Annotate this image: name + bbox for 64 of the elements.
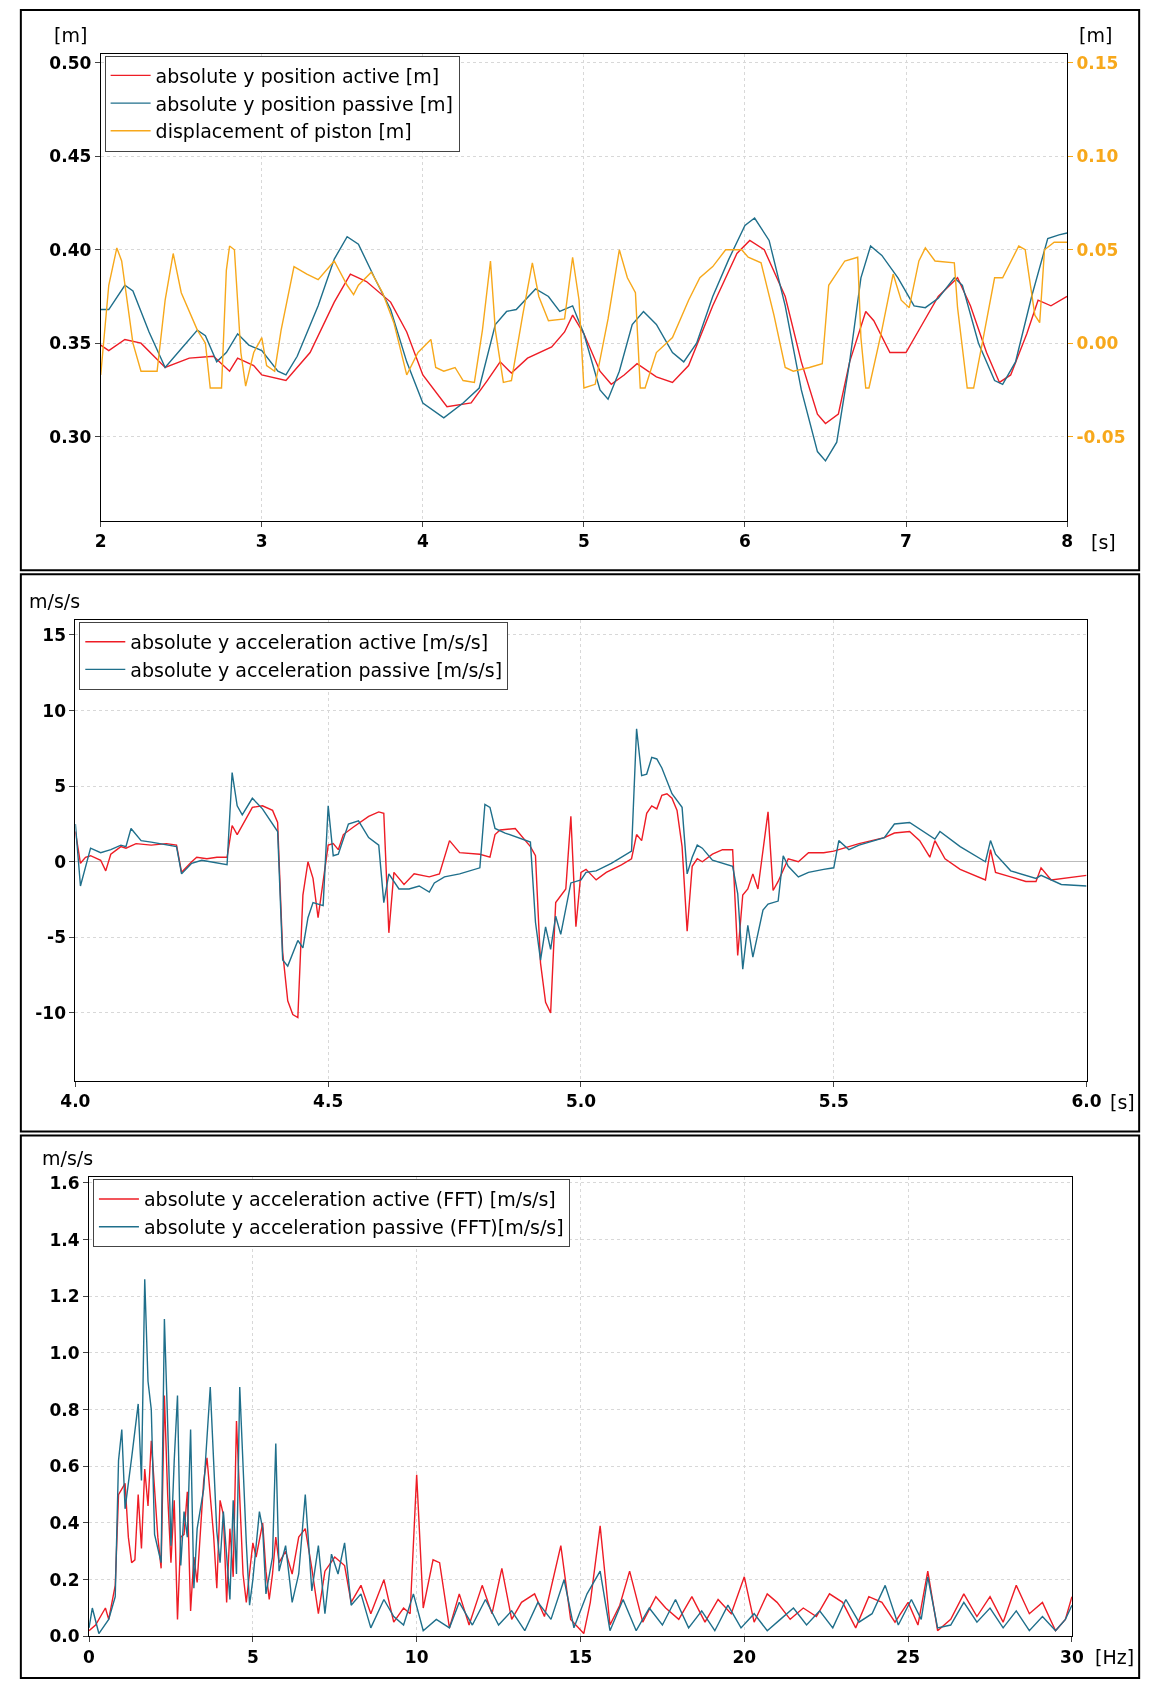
x-tick-label: 4.5	[313, 1091, 344, 1112]
y-tick-label: 5	[54, 776, 66, 797]
line-series	[100, 241, 1068, 389]
y-tick-label: 1.4	[49, 1229, 80, 1250]
x-tick-label: 5.0	[565, 1091, 597, 1112]
legend-label: absolute y acceleration active [m/s/s]	[130, 631, 489, 654]
y-tick-label: 0.0	[49, 1626, 80, 1647]
x-tick-label: 6.0	[1071, 1091, 1102, 1112]
y-tick-label: 1.6	[49, 1172, 80, 1193]
y2-tick-label: 0.15	[1076, 52, 1119, 73]
y-tick-label: 0	[54, 851, 67, 872]
y-tick-label: 0.4	[49, 1512, 80, 1533]
x-tick-label: 15	[568, 1646, 593, 1667]
x-axis-title: [Hz]	[1095, 1646, 1135, 1668]
y-tick-label: 0.45	[49, 146, 92, 167]
y-tick-label: 0.50	[49, 52, 92, 73]
x-tick-label: 6	[739, 531, 751, 552]
y-axis-title: m/s/s	[29, 590, 81, 612]
y-tick-label: 0.6	[49, 1456, 80, 1477]
x-tick-label: 4	[416, 531, 429, 552]
y-tick-label: 1.0	[49, 1342, 80, 1363]
y-axis-title: m/s/s	[42, 1147, 94, 1169]
x-tick-label: 25	[896, 1646, 920, 1667]
legend-label: displacement of piston [m]	[155, 120, 412, 143]
y-tick-label: 0.40	[49, 239, 92, 260]
x-tick-label: 4.0	[60, 1091, 91, 1112]
line-series	[75, 793, 1087, 1019]
line-series	[89, 1394, 1072, 1635]
legend-label: absolute y acceleration passive (FFT)[m/s/s]	[143, 1216, 564, 1239]
y2-tick-label: -0.05	[1076, 426, 1126, 447]
y2-tick-label: 0.05	[1076, 239, 1119, 260]
y-tick-label: 0.30	[49, 426, 92, 447]
y2-tick-label: 0.00	[1076, 333, 1119, 354]
x-axis-title: [s]	[1091, 531, 1116, 553]
x-tick-label: 3	[255, 531, 268, 552]
x-tick-label: 5.5	[818, 1091, 849, 1112]
y-tick-label: 0.2	[49, 1569, 80, 1590]
y-tick-label: -5	[47, 927, 66, 948]
x-tick-label: 8	[1061, 531, 1073, 552]
line-series	[89, 1278, 1072, 1635]
x-tick-label: 5	[577, 531, 590, 552]
y-axis-title: [m]	[54, 24, 88, 46]
y-tick-label: 0.35	[49, 333, 92, 354]
x-axis-title: [s]	[1110, 1091, 1135, 1113]
x-tick-label: 20	[732, 1646, 757, 1667]
y-tick-label: 1.2	[49, 1286, 80, 1307]
y-tick-label: 15	[42, 624, 66, 645]
x-tick-label: 7	[900, 531, 912, 552]
x-tick-label: 30	[1060, 1646, 1084, 1667]
line-series	[100, 217, 1068, 462]
legend-label: absolute y acceleration active (FFT) [m/s/s]	[143, 1188, 556, 1211]
line-series	[100, 239, 1068, 425]
y2-tick-label: 0.10	[1076, 146, 1119, 167]
x-tick-label: 5	[246, 1646, 259, 1667]
legend-label: absolute y acceleration passive [m/s/s]	[130, 658, 503, 681]
y-tick-label: 0.8	[49, 1399, 80, 1420]
legend-label: absolute y position passive [m]	[155, 92, 454, 115]
x-tick-label: 10	[404, 1646, 429, 1667]
y-tick-label: -10	[35, 1002, 67, 1023]
line-series	[75, 728, 1087, 970]
x-tick-label: 2	[94, 531, 107, 552]
y-tick-label: 10	[42, 700, 67, 721]
y2-axis-title: [m]	[1079, 24, 1113, 46]
legend-label: absolute y position active [m]	[155, 64, 440, 87]
